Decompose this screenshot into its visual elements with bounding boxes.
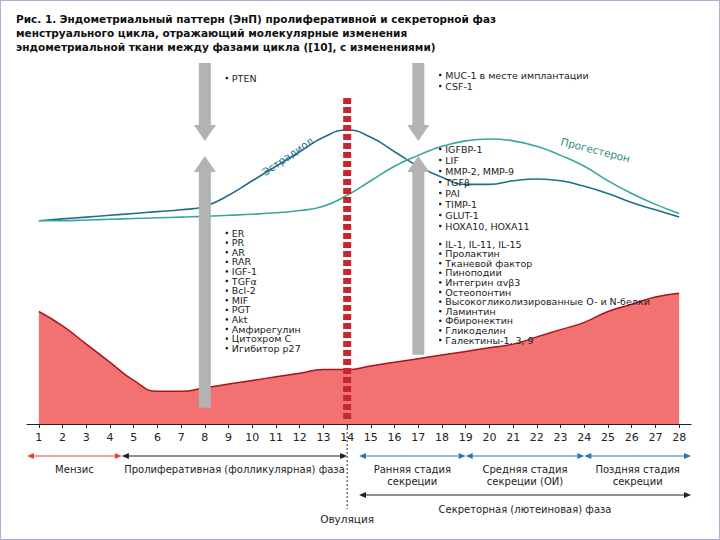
svg-text:1: 1 xyxy=(35,431,42,444)
svg-text:16: 16 xyxy=(388,431,402,444)
svg-text:Рис. 1. Эндометриальный паттер: Рис. 1. Эндометриальный паттерн (ЭнП) пр… xyxy=(16,13,500,25)
svg-text:Поздняя стадия: Поздняя стадия xyxy=(595,464,680,475)
svg-text:Остеопонтин: Остеопонтин xyxy=(445,286,512,298)
svg-text:HOXA10, HOXA11: HOXA10, HOXA11 xyxy=(445,221,529,232)
svg-text:18: 18 xyxy=(435,431,449,444)
svg-text:TGFβ: TGFβ xyxy=(444,177,470,188)
svg-text:Овуляция: Овуляция xyxy=(320,513,374,525)
svg-text:PTEN: PTEN xyxy=(232,73,257,84)
svg-text:23: 23 xyxy=(554,431,568,444)
svg-text:27: 27 xyxy=(648,431,662,444)
svg-text:24: 24 xyxy=(577,431,591,444)
svg-text:секреции: секреции xyxy=(387,476,437,487)
svg-text:менструального цикла, отражающ: менструального цикла, отражающий молекул… xyxy=(16,27,411,39)
svg-text:MIF: MIF xyxy=(231,294,249,306)
svg-text:Пролактин: Пролактин xyxy=(445,248,500,260)
svg-text:5: 5 xyxy=(130,431,137,444)
svg-text:10: 10 xyxy=(245,431,259,444)
svg-text:PAI: PAI xyxy=(445,188,459,199)
svg-text:8: 8 xyxy=(201,431,208,444)
svg-text:PR: PR xyxy=(231,237,245,249)
svg-text:секреции (ОИ): секреции (ОИ) xyxy=(487,476,563,487)
svg-text:Пролиферативная (фолликулярная: Пролиферативная (фолликулярная) фаза xyxy=(124,464,345,475)
svg-text:MUC-1 в месте имплантации: MUC-1 в месте имплантации xyxy=(445,70,588,81)
svg-text:17: 17 xyxy=(411,431,425,444)
svg-text:AR: AR xyxy=(231,246,245,258)
svg-text:22: 22 xyxy=(530,431,544,444)
svg-text:Тканевой фактор: Тканевой фактор xyxy=(445,257,533,269)
svg-text:Эстрадиол: Эстрадиол xyxy=(260,134,316,177)
svg-text:2: 2 xyxy=(59,431,66,444)
svg-text:Фбиронектин: Фбиронектин xyxy=(445,315,514,327)
svg-text:3: 3 xyxy=(83,431,90,444)
svg-text:14: 14 xyxy=(340,431,355,444)
svg-text:TGFα: TGFα xyxy=(231,275,257,287)
svg-text:Секреторная (лютеиновая) фаза: Секреторная (лютеиновая) фаза xyxy=(439,504,612,515)
svg-text:CSF-1: CSF-1 xyxy=(445,81,473,92)
svg-text:MMP-2, MMP-9: MMP-2, MMP-9 xyxy=(445,166,514,177)
svg-text:15: 15 xyxy=(364,431,378,444)
svg-text:Мензис: Мензис xyxy=(55,464,94,475)
svg-text:Ламинтин: Ламинтин xyxy=(445,305,496,317)
svg-text:эндометриальной ткани между фа: эндометриальной ткани между фазами цикла… xyxy=(16,41,436,53)
svg-text:25: 25 xyxy=(601,431,615,444)
svg-text:Цитохром С: Цитохром С xyxy=(231,333,291,345)
svg-text:Bcl-2: Bcl-2 xyxy=(231,285,256,297)
svg-text:PGT: PGT xyxy=(231,304,251,316)
svg-text:Прогестерон: Прогестерон xyxy=(560,135,632,164)
svg-text:4: 4 xyxy=(107,431,114,444)
svg-text:ER: ER xyxy=(231,227,245,239)
svg-text:IGF-1: IGF-1 xyxy=(231,265,257,277)
svg-text:IL-1, IL-11, IL-15: IL-1, IL-11, IL-15 xyxy=(445,238,522,250)
svg-text:Akt: Akt xyxy=(231,313,248,325)
svg-text:Интегрин αvβ3: Интегрин αvβ3 xyxy=(445,276,521,288)
svg-text:IGFBP-1: IGFBP-1 xyxy=(445,144,482,155)
svg-text:Игибитор p27: Игибитор p27 xyxy=(232,343,301,354)
svg-text:13: 13 xyxy=(316,431,330,444)
svg-text:7: 7 xyxy=(178,431,185,444)
svg-text:GLUT-1: GLUT-1 xyxy=(445,210,479,221)
svg-text:26: 26 xyxy=(625,431,639,444)
svg-text:20: 20 xyxy=(482,431,496,444)
svg-text:Пиноподии: Пиноподии xyxy=(445,267,502,279)
svg-text:9: 9 xyxy=(225,431,232,444)
svg-text:секреции: секреции xyxy=(613,476,663,487)
svg-text:21: 21 xyxy=(506,431,520,444)
svg-text:Амфирегулин: Амфирегулин xyxy=(231,323,301,335)
svg-text:12: 12 xyxy=(293,431,307,444)
svg-text:28: 28 xyxy=(672,431,686,444)
svg-text:TIMP-1: TIMP-1 xyxy=(444,199,477,210)
svg-text:Ранняя стадия: Ранняя стадия xyxy=(374,464,451,475)
svg-text:19: 19 xyxy=(459,431,473,444)
svg-text:Высокогликолизированные O- и N: Высокогликолизированные O- и N-белки xyxy=(445,296,650,308)
svg-text:Гликоделин: Гликоделин xyxy=(445,324,506,336)
svg-text:6: 6 xyxy=(154,431,161,444)
svg-text:RAR: RAR xyxy=(231,256,252,268)
svg-text:11: 11 xyxy=(269,431,283,444)
svg-text:Средняя стадия: Средняя стадия xyxy=(482,464,567,475)
svg-text:LIF: LIF xyxy=(445,155,459,166)
svg-text:Галектины-1, 3, 9: Галектины-1, 3, 9 xyxy=(445,335,533,346)
